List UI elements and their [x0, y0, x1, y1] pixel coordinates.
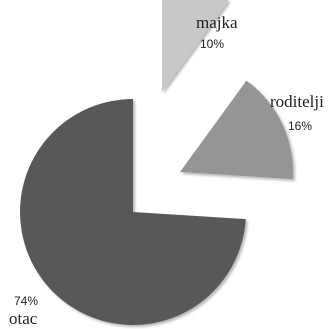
pie-slice-otac: [20, 99, 246, 325]
pie-slice-majka: [162, 0, 229, 92]
slice-label-majka: majka: [196, 13, 238, 32]
slice-value-otac: 74%: [14, 294, 38, 308]
pie-slice-roditelji: [180, 80, 294, 180]
slice-value-roditelji: 16%: [288, 119, 312, 133]
slice-label-otac: otac: [9, 309, 38, 328]
slice-label-roditelji: roditelji: [270, 92, 324, 111]
slice-value-majka: 10%: [200, 37, 224, 51]
